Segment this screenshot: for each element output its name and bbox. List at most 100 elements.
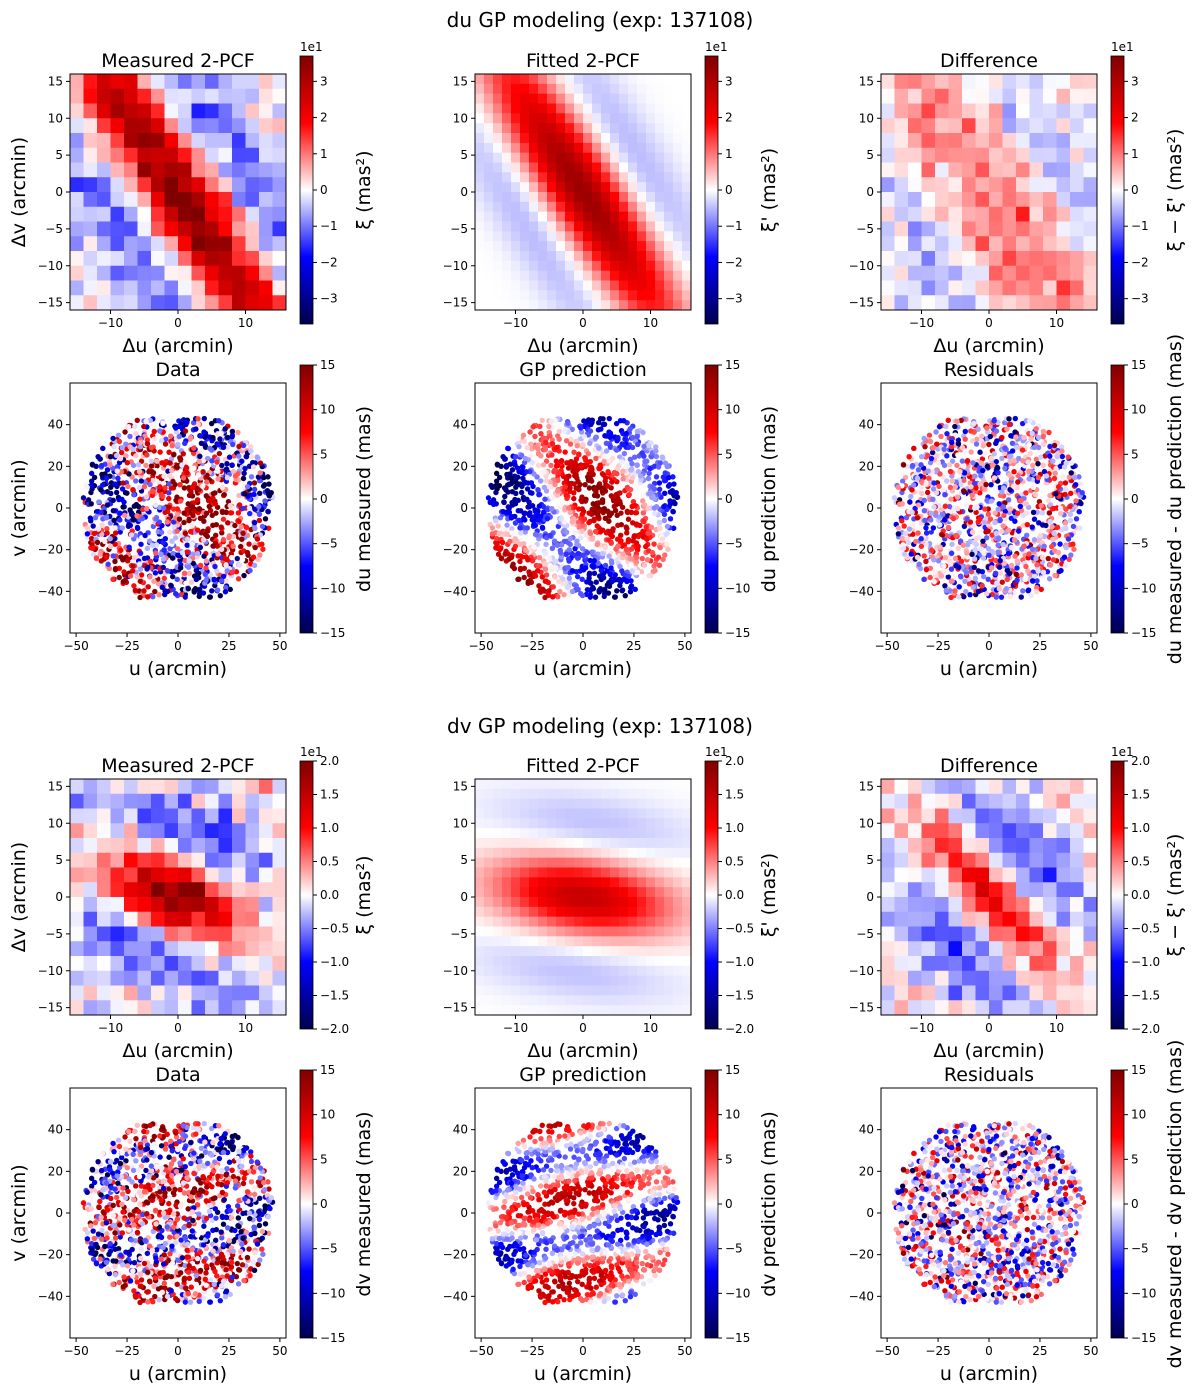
du-data-point <box>222 589 229 595</box>
du-residuals-point <box>995 469 1001 476</box>
du-fitted-2pcf-cell <box>484 93 494 104</box>
du-measured-2pcf-cell <box>70 147 84 163</box>
du-gp-prediction-point <box>599 497 606 503</box>
du-fitted-2pcf-cell <box>601 231 611 242</box>
du-difference-cell <box>908 221 922 237</box>
du-data-point <box>229 428 236 435</box>
du-residuals-point <box>959 458 966 464</box>
du-gp-prediction-point <box>572 529 578 535</box>
du-data-point <box>175 441 181 448</box>
du-fitted-2pcf-cell <box>556 74 566 85</box>
du-difference-cell <box>1056 251 1071 267</box>
du-gp-prediction-point <box>567 509 573 516</box>
du-fitted-2pcf-cell <box>610 123 620 134</box>
du-gp-prediction-point <box>574 573 581 580</box>
du-fitted-2pcf-cell <box>592 192 602 203</box>
du-data-point <box>266 481 272 487</box>
du-fitted-2pcf-cell <box>556 260 566 272</box>
du-fitted-2pcf-cell <box>547 192 557 203</box>
du-measured-2pcf-cell <box>124 177 138 193</box>
du-fitted-2pcf-cell <box>538 152 548 163</box>
du-gp-prediction-point <box>601 593 607 600</box>
du-gp-prediction-point <box>525 480 531 486</box>
du-residuals-point <box>945 524 952 531</box>
du-gp-prediction-point <box>634 428 641 435</box>
du-fitted-2pcf-cell <box>637 123 647 134</box>
du-difference-cell <box>989 192 1003 208</box>
du-data-point <box>213 521 220 528</box>
du-measured-2pcf-cell <box>164 221 179 237</box>
du-difference-cell <box>1056 236 1071 252</box>
du-data-point <box>240 442 247 449</box>
du-data-point <box>230 533 237 540</box>
du-residuals-point <box>954 494 961 500</box>
du-fitted-2pcf-cell <box>547 93 557 104</box>
du-fitted-2pcf-cell <box>520 241 530 252</box>
du-gp-prediction-point <box>628 562 634 568</box>
du-data-point <box>203 577 209 583</box>
du-data-point <box>151 428 157 435</box>
du-data-point <box>210 543 216 549</box>
du-gp-prediction-point <box>598 426 604 432</box>
du-fitted-2pcf-cbar-tick-label: 1 <box>725 147 733 161</box>
du-residuals-point <box>1062 562 1069 569</box>
du-difference-cell <box>935 265 949 281</box>
du-fitted-2pcf-cell <box>538 162 548 173</box>
du-measured-2pcf-cell <box>218 206 233 222</box>
du-data-point <box>217 436 223 442</box>
du-difference-cell <box>1083 221 1097 237</box>
du-data-point <box>196 506 202 512</box>
du-gp-prediction-point <box>634 569 641 575</box>
du-measured-2pcf-cell <box>191 177 206 193</box>
du-data-point <box>174 576 180 583</box>
du-measured-2pcf-cell <box>218 133 233 149</box>
du-fitted-2pcf-cell <box>520 93 530 104</box>
du-residuals-point <box>948 578 954 584</box>
du-fitted-2pcf-cell <box>493 241 503 252</box>
du-data-point <box>222 426 228 432</box>
du-data-point <box>140 506 146 513</box>
du-data-point <box>112 530 119 536</box>
du-fitted-2pcf-cell <box>583 260 593 272</box>
du-residuals-point <box>943 532 950 539</box>
du-data-point <box>222 456 229 463</box>
du-residuals-point <box>891 495 898 501</box>
du-gp-prediction-ytick-label: 40 <box>453 418 468 432</box>
du-measured-2pcf-cell <box>151 221 165 237</box>
du-gp-prediction-point <box>667 516 674 522</box>
du-measured-2pcf-cell <box>151 177 165 193</box>
du-fitted-2pcf-cell <box>619 133 629 144</box>
du-data-cbar-tick-label: 10 <box>320 403 335 417</box>
du-fitted-2pcf-cell <box>511 231 521 242</box>
du-gp-prediction-point <box>535 486 541 493</box>
du-residuals-point <box>969 438 976 444</box>
du-measured-2pcf-cell <box>110 295 125 310</box>
du-data-point <box>90 551 97 557</box>
du-fitted-2pcf-cell <box>682 290 691 301</box>
du-fitted-2pcf-cell <box>475 290 485 301</box>
du-measured-2pcf-xtick-label: 0 <box>174 316 182 330</box>
du-data-point <box>162 441 169 447</box>
du-gp-prediction-point <box>655 464 662 470</box>
du-data-point <box>240 505 246 512</box>
du-difference-cell <box>1002 265 1017 281</box>
du-gp-prediction-point <box>653 444 659 450</box>
du-gp-prediction-point <box>512 536 518 542</box>
du-data-point <box>127 433 133 440</box>
du-fitted-2pcf-cell <box>565 142 575 154</box>
du-fitted-2pcf-cell <box>655 103 665 114</box>
du-fitted-2pcf-cell <box>547 103 557 114</box>
du-fitted-2pcf-cell <box>529 142 539 154</box>
du-data-point <box>207 594 214 600</box>
du-data-point <box>99 522 105 528</box>
du-difference-cell <box>962 88 976 104</box>
du-residuals-point <box>1068 490 1074 497</box>
du-measured-2pcf-cell <box>83 236 98 252</box>
du-fitted-2pcf-cell <box>673 201 683 213</box>
du-fitted-2pcf-cell <box>529 260 539 272</box>
du-difference-cell <box>962 133 976 149</box>
du-difference-cell <box>1070 74 1084 90</box>
du-fitted-2pcf-cell <box>547 133 557 144</box>
du-data-point <box>150 470 157 476</box>
du-data-point <box>256 503 262 510</box>
